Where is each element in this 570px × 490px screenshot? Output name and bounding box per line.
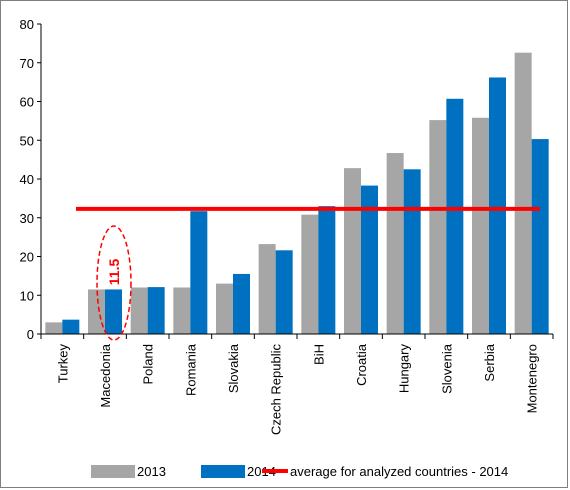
x-tick-label-turkey: Turkey [55,344,70,384]
y-tick-label: 0 [27,327,34,342]
annotation-label: 11.5 [106,259,122,286]
y-axis: 0 10 20 30 40 50 60 70 80 [20,17,42,342]
bar-2013-serbia [472,117,489,335]
x-axis: Turkey Macedonia Poland Romania Slovakia Czec… [40,333,554,436]
bar-2013-bih [301,214,319,334]
y-tick-label: 50 [20,133,34,148]
x-tick-label-slovakia: Slovakia [226,343,241,393]
y-tick-label: 60 [20,95,34,110]
y-tick-label: 30 [20,211,34,226]
bar-2013-slovakia [216,283,233,334]
x-tick-label-slovenia: Slovenia [439,343,454,394]
bar-2014-slovakia [233,273,250,334]
x-tick-label-serbia: Serbia [482,343,497,381]
y-tick-label: 10 [20,288,34,303]
bar-2013-croatia [344,168,361,334]
bar-2014-czech-republic [275,250,293,334]
bar-2013-hungary [386,153,404,334]
bar-2014-croatia [361,185,378,334]
x-tick-label-romania: Romania [183,343,198,396]
x-tick-label-croatia: Croatia [354,343,369,386]
annotation-layer: 11.5 [96,225,132,341]
x-tick-label-hungary: Hungary [397,344,412,394]
bar-2014-hungary [403,169,421,334]
y-tick-label: 20 [20,250,34,265]
legend: 2013 2014 average for analyzed countries -… [91,464,508,479]
legend-swatch-2014 [201,465,245,478]
bar-2013-romania [173,287,191,334]
bar-2013-turkey [45,322,63,334]
bar-2013-macedonia [88,289,105,334]
annotation-ellipse [96,225,132,341]
bar-2014-montenegro [531,139,549,334]
bar-2014-bih [318,206,336,334]
x-tick-label-czech-republic: Czech Republic [269,344,284,436]
x-tick-label-bih: BiH [311,344,326,365]
x-tick-label-montenegro: Montenegro [525,344,540,413]
x-tick-label-poland: Poland [141,344,156,384]
bar-2014-turkey [62,319,80,334]
bar-2014-slovenia [446,98,464,334]
bar-2013-czech-republic [258,244,276,334]
legend-label-2013: 2013 [137,464,166,479]
bar-2014-poland [147,287,165,334]
legend-label-average: average for analyzed countries - 2014 [290,464,508,479]
bar-2014-romania [190,211,208,334]
bar-2014-serbia [489,77,506,334]
y-tick-label: 40 [20,172,34,187]
legend-swatch-2013 [91,465,135,478]
x-tick-label-macedonia: Macedonia [98,343,113,407]
bar-2013-slovenia [429,120,447,334]
bar-2013-poland [130,287,148,334]
bar-2014-macedonia [105,289,122,334]
bar-2013-montenegro [514,52,532,335]
y-tick-label: 70 [20,56,34,71]
legend-label-2014: 2014 [247,464,276,479]
y-tick-label: 80 [20,17,34,32]
